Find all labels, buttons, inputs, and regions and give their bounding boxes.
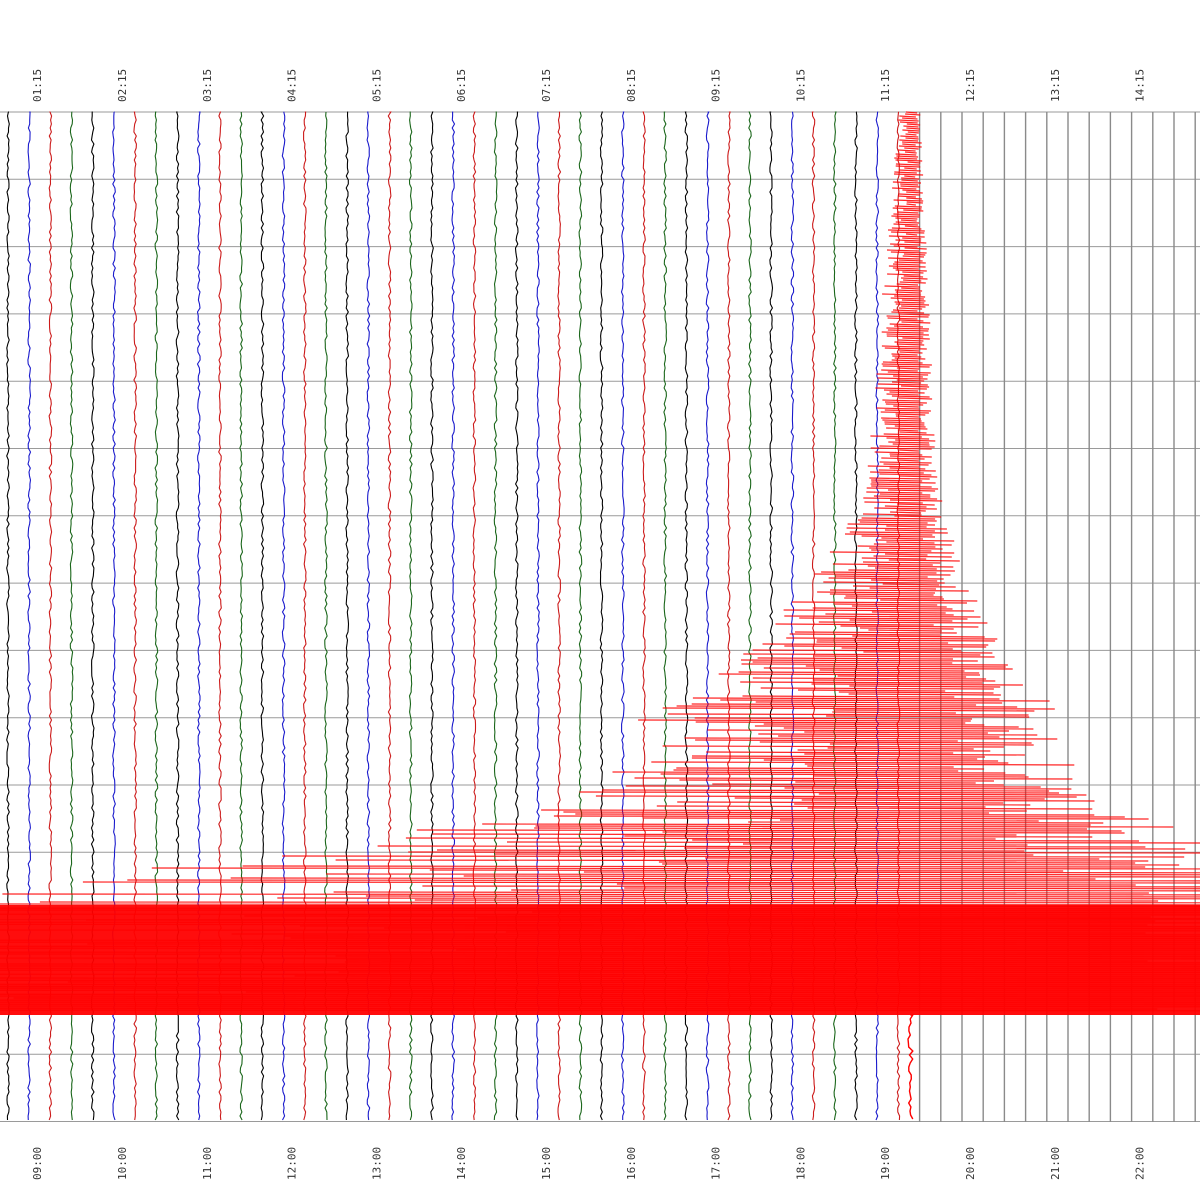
top-tick-label: 03:15: [201, 69, 214, 102]
bottom-tick-label: 18:00: [794, 1147, 807, 1180]
top-tick-label: 09:15: [710, 69, 723, 102]
bottom-tick-label: 22:00: [1134, 1147, 1147, 1180]
bottom-tick-label: 11:00: [201, 1147, 214, 1180]
bottom-tick-label: 21:00: [1049, 1147, 1062, 1180]
bottom-tick-label: 10:00: [116, 1147, 129, 1180]
top-tick-label: 11:15: [879, 69, 892, 102]
top-tick-label: 01:15: [31, 69, 44, 102]
top-tick-label: 14:15: [1134, 69, 1147, 102]
event-saturation-band: [0, 905, 1200, 1015]
earthquake-event: [0, 111, 1200, 1120]
bottom-tick-label: 17:00: [710, 1147, 723, 1180]
bottom-time-axis: 09:00 10:00 11:00 12:00 13:00 14:00 15:00 16:00…: [31, 1147, 1146, 1180]
top-tick-label: 13:15: [1049, 69, 1062, 102]
bottom-tick-label: 14:00: [455, 1147, 468, 1180]
top-tick-label: 08:15: [625, 69, 638, 102]
top-tick-label: 05:15: [370, 69, 383, 102]
top-tick-label: 02:15: [116, 69, 129, 102]
bottom-tick-label: 13:00: [370, 1147, 383, 1180]
event-tail: [907, 1014, 915, 1120]
top-tick-label: 04:15: [286, 69, 299, 102]
top-tick-label: 12:15: [964, 69, 977, 102]
top-tick-label: 10:15: [794, 69, 807, 102]
top-time-axis: 01:15 02:15 03:15 04:15 05:15 06:15 07:15 08:15…: [31, 69, 1146, 102]
bottom-tick-label: 09:00: [31, 1147, 44, 1180]
top-tick-label: 07:15: [540, 69, 553, 102]
bottom-tick-label: 19:00: [879, 1147, 892, 1180]
bottom-tick-label: 15:00: [540, 1147, 553, 1180]
bottom-tick-label: 16:00: [625, 1147, 638, 1180]
bottom-tick-label: 20:00: [964, 1147, 977, 1180]
bottom-tick-label: 12:00: [286, 1147, 299, 1180]
top-tick-label: 06:15: [455, 69, 468, 102]
